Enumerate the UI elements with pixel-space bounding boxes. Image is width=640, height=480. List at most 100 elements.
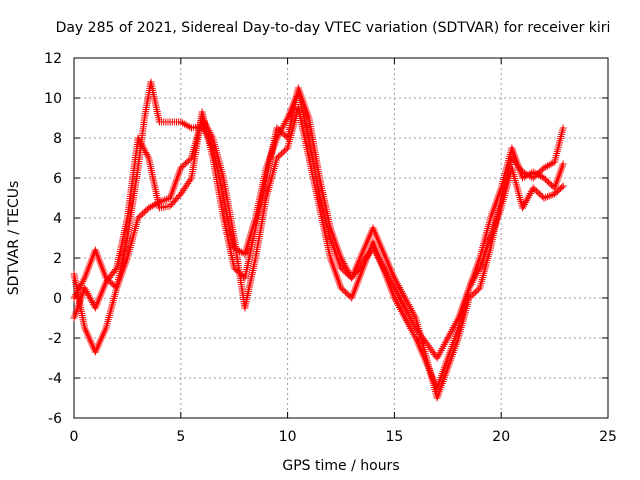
data-point <box>524 193 532 201</box>
data-point <box>87 297 95 305</box>
data-point <box>135 136 143 144</box>
data-point <box>545 192 553 200</box>
data-point <box>341 261 349 269</box>
data-point <box>338 256 346 264</box>
data-point <box>469 277 477 285</box>
data-point <box>558 183 566 191</box>
data-point <box>137 211 145 219</box>
data-point <box>185 178 193 186</box>
data-point <box>230 264 238 272</box>
data-point <box>544 178 552 186</box>
data-point <box>184 122 192 130</box>
data-point <box>523 195 531 203</box>
data-point <box>177 164 185 172</box>
data-point <box>467 280 475 288</box>
data-point <box>519 174 527 182</box>
data-point <box>526 172 534 180</box>
data-point <box>183 158 191 166</box>
data-point <box>542 163 550 171</box>
data-point <box>532 187 540 195</box>
data-point <box>78 279 86 287</box>
data-point <box>180 120 188 128</box>
data-point <box>281 131 289 139</box>
data-point <box>136 138 144 146</box>
data-point <box>471 273 479 281</box>
data-point <box>474 285 482 293</box>
x-tick-label: 15 <box>385 429 403 445</box>
data-point <box>468 279 476 287</box>
plot-frame <box>73 57 609 419</box>
data-point <box>471 288 479 296</box>
y-tick-label: 6 <box>53 171 62 187</box>
data-point <box>161 196 169 204</box>
data-point <box>529 174 537 182</box>
data-point <box>134 214 142 222</box>
data-point <box>474 268 482 276</box>
data-point <box>339 285 347 293</box>
data-point <box>472 271 480 279</box>
data-point <box>159 197 167 205</box>
data-point <box>142 207 150 215</box>
data-point <box>427 345 435 353</box>
data-point <box>108 280 116 288</box>
data-point <box>475 266 483 274</box>
y-tick-label: -2 <box>48 331 62 347</box>
data-point <box>87 295 95 303</box>
data-point <box>110 281 118 289</box>
data-point <box>283 116 291 124</box>
data-point <box>537 191 545 199</box>
data-point <box>136 213 144 221</box>
data-point <box>142 149 150 157</box>
data-point <box>181 160 189 168</box>
data-point <box>183 181 191 189</box>
data-point <box>532 171 540 179</box>
data-point <box>143 150 151 158</box>
data-point <box>337 254 345 262</box>
data-point <box>88 299 96 307</box>
data-point <box>343 265 351 273</box>
y-axis-label: SDTVAR / TECUs <box>6 181 22 296</box>
data-point <box>112 266 120 274</box>
data-point <box>534 188 542 196</box>
axis-ticks: 0 5 10 15 20 25 -6 -4 -2 0 2 4 6 8 10 12 <box>44 51 617 445</box>
data-point <box>148 202 156 210</box>
data-point <box>547 160 555 168</box>
data-point <box>274 125 282 133</box>
data-point <box>180 161 188 169</box>
data-point <box>521 200 529 208</box>
data-point <box>145 204 153 212</box>
data-point <box>186 155 194 163</box>
data-point <box>543 193 551 201</box>
data-point <box>208 132 216 140</box>
data-point <box>521 199 529 207</box>
data-point <box>534 170 542 178</box>
data-point <box>525 191 533 199</box>
x-tick-label: 20 <box>492 429 510 445</box>
x-tick-label: 25 <box>599 429 617 445</box>
data-point <box>339 258 347 266</box>
data-point <box>86 293 94 301</box>
x-tick-label: 5 <box>176 429 185 445</box>
data-point <box>137 139 145 147</box>
data-point <box>524 171 532 179</box>
data-point <box>80 276 88 284</box>
data-point <box>281 119 289 127</box>
y-tick-label: -4 <box>48 371 62 387</box>
grid-lines <box>74 58 608 418</box>
data-point <box>543 177 551 185</box>
series-track-b <box>70 104 567 392</box>
data-point <box>547 191 555 199</box>
data-point <box>282 145 290 153</box>
data-point <box>70 294 78 302</box>
data-point <box>545 161 553 169</box>
data-point <box>535 168 543 176</box>
data-point <box>179 119 187 127</box>
data-point <box>540 164 548 172</box>
data-point <box>235 268 243 276</box>
data-point <box>426 343 434 351</box>
data-point <box>73 289 81 297</box>
data-point <box>150 201 158 209</box>
data-point <box>529 168 537 176</box>
data-point <box>85 291 93 299</box>
y-tick-label: 2 <box>53 251 62 267</box>
